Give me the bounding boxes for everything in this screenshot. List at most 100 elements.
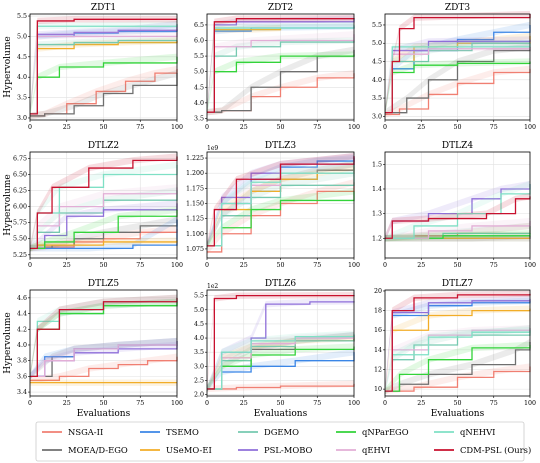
x-tick-label: 100	[171, 262, 183, 269]
series-line	[207, 156, 355, 247]
series-band	[30, 29, 177, 118]
x-tick-label: 25	[63, 124, 71, 131]
axis-multiplier: 1e2	[207, 283, 218, 290]
y-tick-label: 2.5	[194, 377, 204, 384]
x-tick-label: 100	[348, 400, 360, 407]
series-band	[207, 51, 354, 116]
series-band	[207, 153, 354, 250]
legend-label: NSGA-II	[68, 427, 103, 437]
y-tick-label: 3.5	[194, 349, 204, 356]
legend-label: TSEMO	[166, 427, 199, 437]
panel-dtlz5: DTLZ5 3.4 3.6 3.8 4.0 4.2 4.4 4.6 0 25 50 75 100	[17, 279, 183, 407]
series-band	[207, 332, 354, 393]
y-axis-label: Hypervolume	[3, 174, 13, 235]
x-tick-label: 75	[136, 262, 144, 269]
panel-title: DTLZ7	[442, 279, 473, 289]
x-tick-label: 75	[136, 124, 144, 131]
x-tick-label: 0	[28, 400, 32, 407]
panel-title: ZDT2	[268, 3, 293, 13]
series-band	[385, 193, 530, 242]
series-band	[207, 330, 354, 393]
panel-title: ZDT3	[445, 3, 470, 13]
series-band	[207, 349, 354, 393]
y-tick-label: 5.50	[13, 236, 27, 243]
axis-multiplier: 1e9	[207, 145, 218, 152]
y-tick-label: 16	[374, 327, 382, 334]
series-line	[30, 156, 178, 250]
y-tick-label: 3.5	[17, 95, 27, 102]
y-tick-label: 1.175	[186, 185, 204, 192]
x-tick-label: 25	[417, 124, 425, 131]
legend-label: qNEHVI	[460, 427, 495, 437]
series-line	[30, 18, 177, 115]
series-band	[207, 332, 354, 393]
x-tick-label: 25	[417, 262, 425, 269]
x-tick-label: 0	[28, 124, 32, 131]
x-tick-label: 75	[313, 400, 321, 407]
y-tick-label: 3.5	[194, 115, 204, 122]
x-tick-label: 100	[171, 124, 183, 131]
series-line	[30, 209, 178, 250]
y-tick-label: 6.50	[13, 171, 27, 178]
legend-label: CDM-PSL (Ours)	[460, 445, 531, 455]
y-tick-label: 1.125	[186, 216, 204, 223]
x-tick-label: 0	[383, 262, 387, 269]
x-tick-label: 50	[453, 262, 461, 269]
y-tick-label: 3.8	[17, 358, 27, 365]
y-axis-label: Hypervolume	[3, 36, 13, 97]
series-band	[207, 46, 354, 116]
panel-title: DTLZ5	[88, 279, 119, 289]
legend-label: qNParEGO	[362, 427, 409, 437]
panel-zdt1: ZDT1 3.0 3.5 4.0 4.5 5.0 5.5 0 25 50 75 100	[17, 3, 183, 131]
panel-dtlz6: DTLZ6 2.0 2.5 3.0 3.5 4.0 4.5 5.0 5.5 0 25 50 75 100 1…	[194, 279, 360, 407]
y-tick-label: 5.5	[194, 53, 204, 60]
series-band	[385, 180, 530, 242]
series-band	[385, 341, 530, 395]
y-tick-label: 18	[374, 308, 382, 315]
series-line	[30, 219, 178, 250]
series-band	[30, 337, 177, 380]
panel-title: DTLZ6	[265, 279, 296, 289]
y-tick-label: 4.5	[372, 59, 382, 66]
y-tick-label: 1.200	[186, 170, 204, 177]
x-tick-label: 25	[240, 400, 248, 407]
series-band	[30, 26, 177, 118]
x-tick-label: 0	[383, 124, 387, 131]
x-tick-label: 75	[313, 124, 321, 131]
series-band	[385, 222, 530, 242]
series-band	[30, 206, 177, 252]
y-tick-label: 5.5	[372, 22, 382, 29]
y-tick-label: 1.4	[372, 186, 382, 193]
y-axis-label: Hypervolume	[3, 312, 13, 373]
x-tick-label: 0	[28, 262, 32, 269]
legend: NSGA-II TSEMO DGEMO qNParEGO qNEHVI MOEA/D-EG…	[35, 421, 531, 462]
panel-title: DTLZ4	[442, 141, 473, 151]
series-line	[385, 46, 531, 114]
x-tick-label: 50	[276, 124, 284, 131]
legend-label: MOEA/D-EGO	[68, 445, 128, 455]
series-line	[30, 297, 178, 378]
series-band	[30, 37, 177, 118]
y-tick-label: 3.4	[17, 389, 27, 396]
x-tick-label: 75	[136, 400, 144, 407]
x-tick-label: 50	[276, 400, 284, 407]
y-tick-label: 6.25	[13, 188, 27, 195]
x-tick-label: 50	[99, 124, 107, 131]
series-band	[385, 338, 530, 395]
y-tick-label: 5.5	[194, 293, 204, 300]
y-tick-label: 5.0	[372, 40, 382, 47]
series-line	[30, 73, 178, 117]
panel-dtlz2: DTLZ2 5.25 5.50 5.75 6.00 6.25 6.50 6.75 0 25 50 75…	[13, 141, 183, 269]
y-tick-label: 10	[374, 386, 382, 393]
series-line	[385, 184, 531, 239]
y-tick-label: 20	[374, 288, 382, 295]
series-band	[385, 65, 530, 118]
series-line	[385, 293, 531, 392]
y-tick-label: 3.5	[372, 95, 382, 102]
series-band	[385, 325, 530, 395]
y-tick-label: 6.0	[194, 38, 204, 45]
x-tick-label: 50	[99, 400, 107, 407]
legend-label: PSL-MOBO	[264, 445, 313, 455]
y-tick-label: 5.0	[17, 33, 27, 40]
series-band	[30, 153, 177, 252]
